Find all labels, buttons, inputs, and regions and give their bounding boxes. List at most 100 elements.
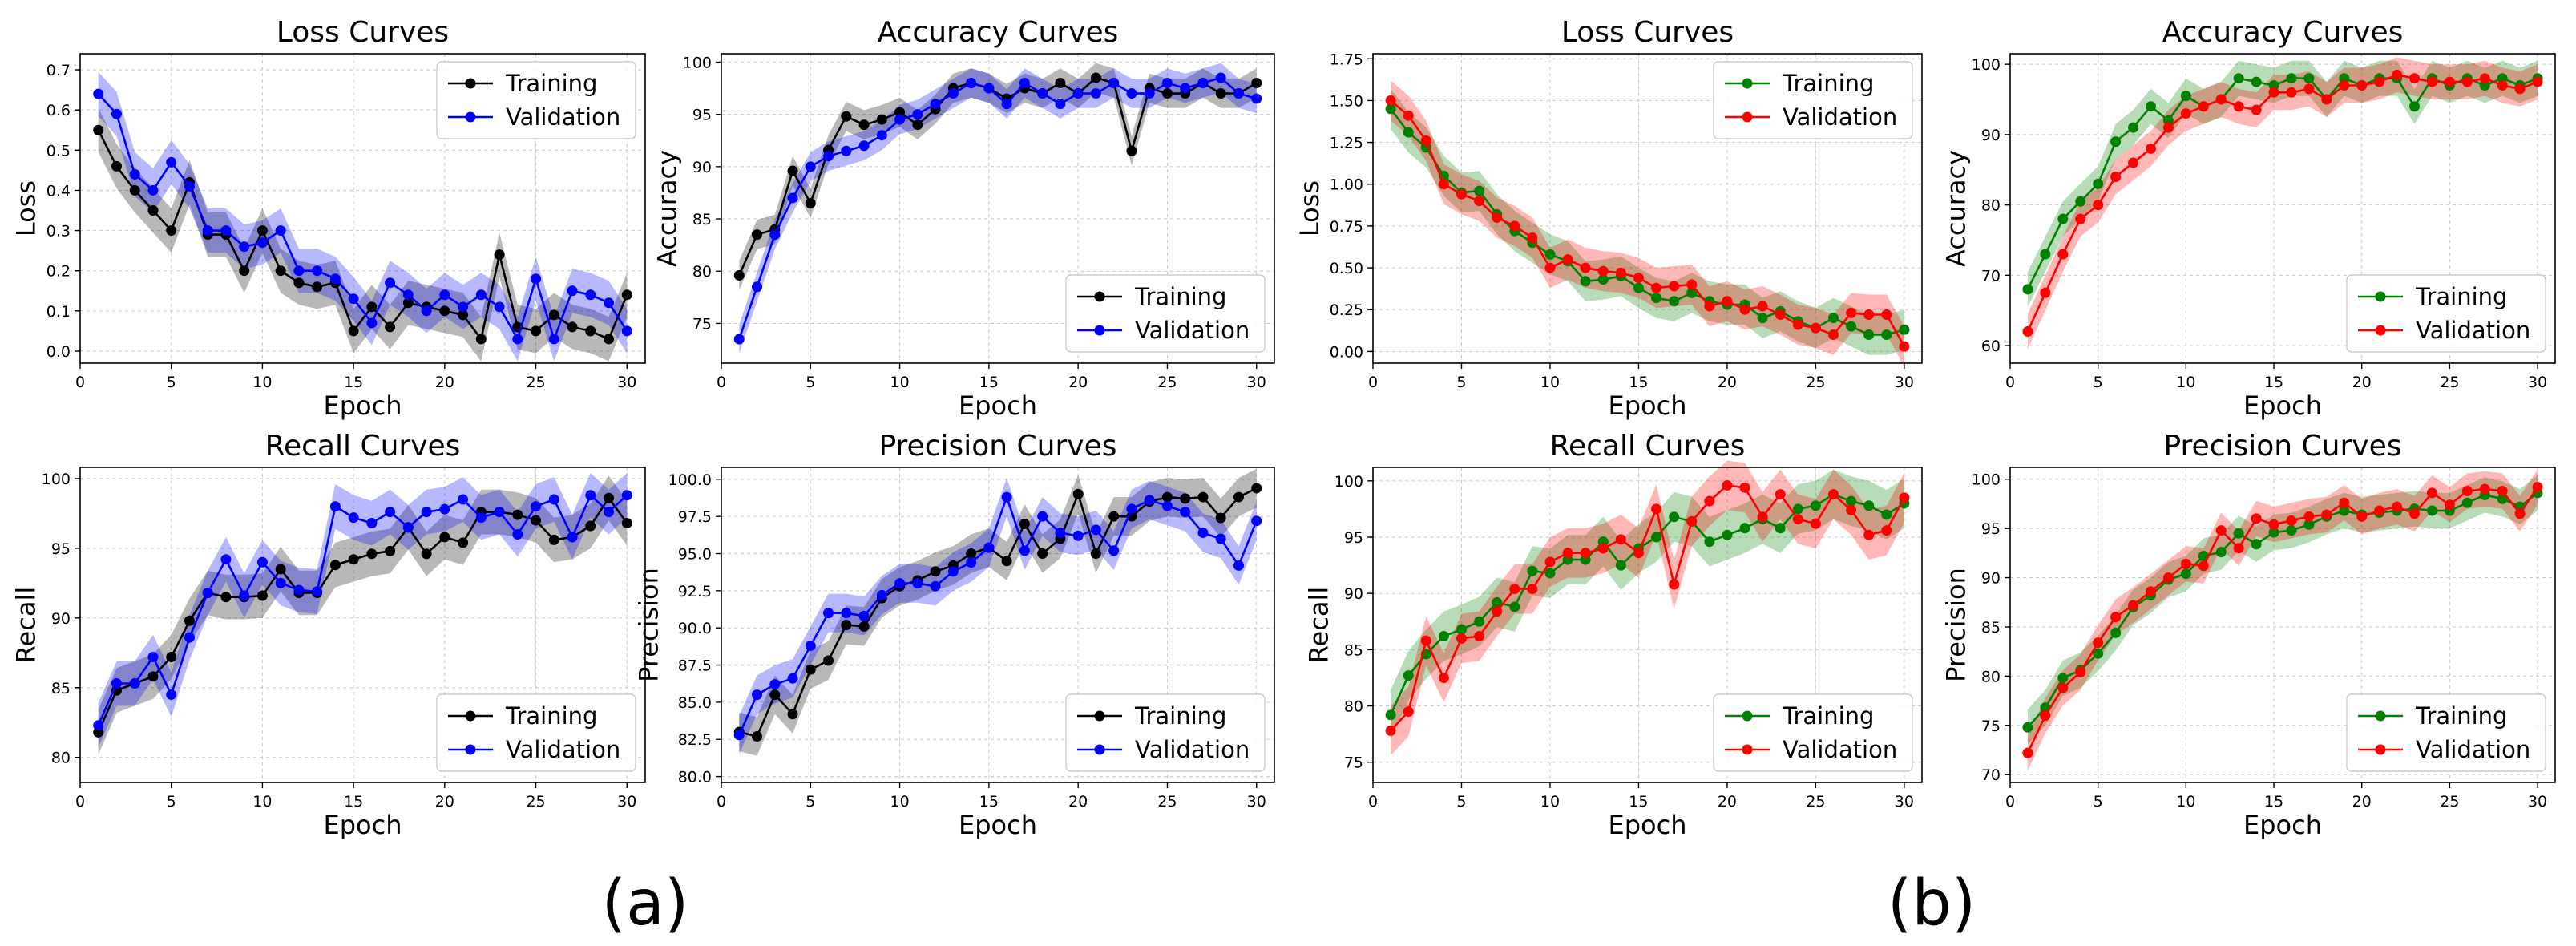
panel-8-ytick-label: 95 — [1981, 520, 2001, 538]
panel-1-validation-point — [129, 168, 140, 180]
panel-1-training-point — [293, 277, 305, 289]
panel-7-training-point — [1615, 560, 1626, 571]
panel-1-title: Loss Curves — [277, 16, 449, 49]
panel-6-validation-point — [1090, 524, 1101, 536]
panel-8-training-point — [2461, 497, 2473, 508]
panel-4-validation-point — [2356, 79, 2368, 91]
panel-2-validation-point — [983, 83, 995, 94]
panel-7-validation-point — [1722, 479, 1733, 491]
panel-4-training-point — [2303, 73, 2315, 84]
panel-3-validation-point — [1633, 273, 1644, 284]
panel-2-xtick-label: 5 — [806, 374, 815, 391]
panel-1-validation-point — [239, 241, 250, 253]
panel-4-validation-point — [2268, 87, 2279, 98]
panel-2-xtick-label: 25 — [1157, 374, 1177, 391]
panel-4-validation-point — [2286, 87, 2297, 98]
panel-2-validation-point — [752, 281, 763, 293]
panel-2-legend-box — [1065, 274, 1266, 353]
panel-3-validation-point — [1456, 188, 1467, 200]
panel-8-training-point — [2497, 493, 2508, 504]
panel-4-validation-point — [2303, 83, 2315, 95]
panel-3-validation-point — [1722, 296, 1733, 307]
panel-6-legend-label: Validation — [1135, 736, 1250, 763]
panel-3-xlabel: Epoch — [1609, 390, 1687, 421]
panel-8-ytick-label: 90 — [1981, 570, 2001, 588]
panel-3-xtick-label: 5 — [1456, 374, 1466, 391]
panel-6-training-point — [1001, 556, 1012, 567]
panel-6-legend: Training Validation — [1065, 693, 1266, 772]
panels: 0 5 10 15 20 25 30 0.0 0.1 0.2 0.3 0.4 0.5 0.6 0.7 Loss… — [11, 16, 2556, 840]
panel-6-validation-point — [1019, 545, 1030, 556]
panel-6-validation-point — [1251, 515, 1262, 527]
panel-2-legend: Training Validation — [1065, 274, 1266, 353]
panel-7-validation-point — [1810, 518, 1821, 529]
panel-1-validation-point — [256, 237, 268, 249]
panel-1-validation-point — [494, 301, 505, 313]
caption-b: (b) — [1888, 867, 1976, 940]
panel-6-xtick-label: 5 — [806, 793, 815, 811]
panel-3-training-point — [1846, 321, 1857, 332]
panel-1-training-point — [585, 325, 596, 337]
panel-6-training-point — [841, 620, 852, 630]
panel-8-training-point — [2286, 525, 2297, 536]
panel-5-validation-point — [184, 632, 195, 643]
panel-2-training-point — [1090, 72, 1101, 83]
panel-1-training-point — [494, 249, 505, 261]
panel-8-validation-point — [2093, 637, 2104, 649]
panel-7-training-point — [1438, 631, 1449, 642]
panel-6-validation-point — [1144, 495, 1155, 506]
panel-3-validation-point — [1527, 232, 1538, 244]
panel-8-training-point — [2110, 627, 2122, 638]
panel-3-validation-point — [1615, 267, 1626, 278]
panel-7-xtick-label: 30 — [1895, 793, 1914, 811]
panel-5-training-point — [512, 509, 523, 520]
panel-8-validation-point — [2532, 482, 2543, 493]
panel-1-ytick-label: 0.2 — [46, 263, 71, 281]
panel-4-xtick-label: 10 — [2176, 374, 2195, 391]
panel-1-training-point — [621, 289, 632, 301]
panel-1-validation-point — [184, 180, 195, 192]
panel-2-training-point — [841, 111, 852, 122]
panel-1-validation-point — [312, 265, 323, 277]
panel-8-ytick-label: 70 — [1981, 766, 2001, 784]
panel-5-validation-point — [366, 518, 378, 529]
panel-4-training-point — [2093, 178, 2104, 189]
panel-8-validation-point — [2198, 560, 2209, 572]
panel-2-xlabel: Epoch — [959, 390, 1037, 421]
panel-1-training-point — [239, 265, 250, 277]
panel-1-validation-point — [604, 297, 615, 309]
panel-1-axes-frame — [79, 53, 646, 364]
panel-5-xtick-label: 15 — [344, 793, 363, 811]
panel-2-validation-point — [930, 99, 941, 110]
panel-5-training-point — [166, 651, 177, 662]
panel-8-validation-point — [2321, 509, 2332, 520]
panel-1-training-point — [458, 309, 469, 321]
panel-7-validation-point — [1492, 606, 1503, 617]
panel-6-validation-point — [1233, 560, 1244, 571]
panel-7-legend-swatch-marker — [1742, 710, 1753, 722]
panel-1-validation-point — [585, 289, 596, 301]
panel-2-validation-point — [805, 161, 816, 172]
panel-7-validation-point — [1420, 635, 1431, 646]
panel-1-training-point — [567, 321, 578, 333]
panel-3-validation-point — [1810, 322, 1821, 334]
panel-2-training-band — [739, 63, 1257, 290]
panel-5-axes-frame — [79, 467, 646, 783]
panel-7-title: Recall Curves — [1550, 430, 1746, 463]
panel-3-xtick-label: 25 — [1806, 374, 1825, 391]
panel-6-validation-point — [1197, 528, 1209, 539]
panel-5-validation-point — [293, 584, 305, 596]
panel-3-validation-point — [1846, 307, 1857, 318]
panel-2-validation-point — [1001, 99, 1012, 110]
panel-1-training-point — [312, 281, 323, 293]
panel-1-validation-band — [98, 71, 628, 362]
panel-5-validation-point — [93, 720, 104, 731]
panel-5-legend-swatch-marker — [465, 710, 476, 722]
panel-1-legend-swatch-marker — [465, 78, 476, 89]
panel-3-validation-point — [1686, 279, 1698, 290]
panel-1-training-point — [531, 325, 542, 337]
panel-7-training-point — [1722, 529, 1733, 540]
panel-5-validation-point — [512, 528, 523, 540]
panel-4-legend-swatch-marker — [2375, 325, 2386, 336]
panel-4-validation-point — [2093, 200, 2104, 211]
